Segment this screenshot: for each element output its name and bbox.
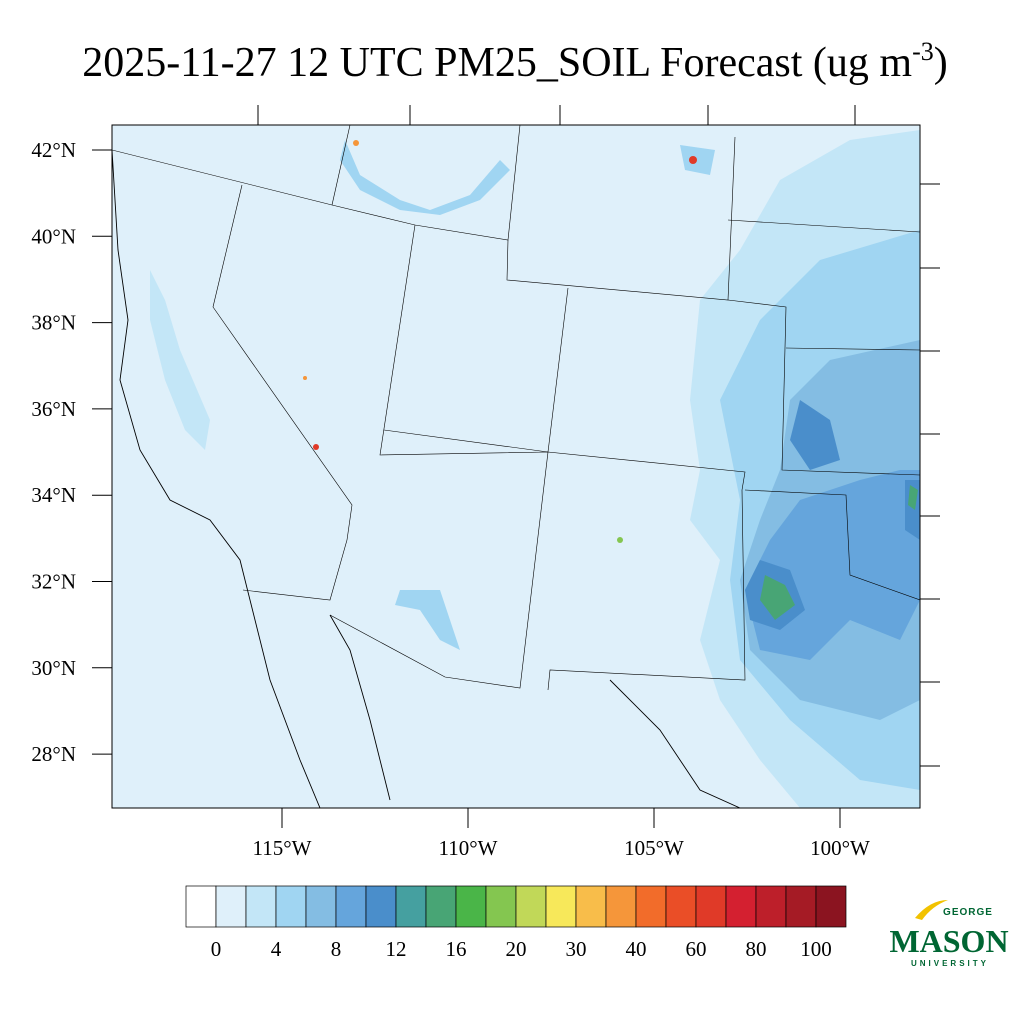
hotspot [313, 444, 319, 450]
logo-bottom: UNIVERSITY [911, 959, 989, 968]
frame-ticks [257, 105, 940, 767]
colorbar: 0 4 8 12 16 20 30 40 60 80 100 [185, 885, 847, 961]
colorbar-box [575, 885, 607, 928]
lon-labels: 115°W 110°W 105°W 100°W [253, 808, 870, 860]
logo-swoosh [915, 900, 948, 920]
lon-label: 105°W [624, 836, 684, 860]
shade-region [340, 140, 510, 215]
colorbar-label: 12 [386, 937, 407, 961]
colorbar-box [785, 885, 817, 928]
colorbar-label: 100 [800, 937, 832, 961]
state-borders [112, 125, 920, 691]
colorbar-box [215, 885, 247, 928]
logo: GEORGE MASON UNIVERSITY [889, 900, 1009, 968]
lon-label: 100°W [810, 836, 870, 860]
colorbar-box [515, 885, 547, 928]
lon-label: 115°W [253, 836, 312, 860]
colorbar-box [605, 885, 637, 928]
lon-label: 110°W [439, 836, 498, 860]
colorbar-box [485, 885, 517, 928]
lat-label: 30°N [31, 656, 76, 680]
hotspot [353, 140, 359, 146]
hotspot [617, 537, 623, 543]
colorbar-label: 16 [446, 937, 467, 961]
colorbar-box [455, 885, 487, 928]
colorbar-box [395, 885, 427, 928]
colorbar-label: 30 [566, 937, 587, 961]
colorbar-label: 20 [506, 937, 527, 961]
title-superscript: -3 [912, 37, 934, 66]
lat-label: 40°N [31, 224, 76, 248]
hotspot [689, 156, 697, 164]
colorbar-box [245, 885, 277, 928]
colorbar-box [545, 885, 577, 928]
lat-label: 32°N [31, 570, 76, 594]
colorbar-box [425, 885, 457, 928]
colorbar-box [635, 885, 667, 928]
lat-label: 36°N [31, 397, 76, 421]
colorbar-box [305, 885, 337, 928]
map-frame [111, 124, 921, 809]
shade-region [680, 145, 715, 175]
colorbar-box [695, 885, 727, 928]
colorbar-label: 8 [331, 937, 342, 961]
colorbar-box [335, 885, 367, 928]
colorbar-box [185, 885, 217, 928]
colorbar-label: 60 [686, 937, 707, 961]
title: 2025-11-27 12 UTC PM25_SOIL Forecast (ug… [82, 37, 948, 86]
colorbar-box [665, 885, 697, 928]
lat-label: 42°N [31, 138, 76, 162]
lat-labels: 42°N 40°N 38°N 36°N 34°N 32°N 30°N 28°N [31, 138, 112, 766]
colorbar-box [365, 885, 397, 928]
logo-main: MASON [889, 923, 1008, 959]
shade-region [395, 590, 460, 650]
lat-label: 28°N [31, 742, 76, 766]
colorbar-label: 0 [211, 937, 222, 961]
hotspot [303, 376, 307, 380]
logo-top: GEORGE [943, 907, 993, 918]
shade-region [760, 485, 918, 620]
shade-region [745, 400, 920, 630]
shade-region [150, 270, 210, 450]
colorbar-box [725, 885, 757, 928]
colorbar-label: 4 [271, 937, 282, 961]
coastline [112, 149, 741, 808]
colorbar-box [275, 885, 307, 928]
colorbar-box [815, 885, 847, 928]
title-end: ) [934, 40, 948, 86]
lat-label: 34°N [31, 483, 76, 507]
map [111, 105, 940, 809]
colorbar-label: 40 [626, 937, 647, 961]
title-main: 2025-11-27 12 UTC PM25_SOIL Forecast (ug… [82, 40, 912, 86]
colorbar-box [755, 885, 787, 928]
colorbar-label: 80 [746, 937, 767, 961]
lat-label: 38°N [31, 311, 76, 335]
